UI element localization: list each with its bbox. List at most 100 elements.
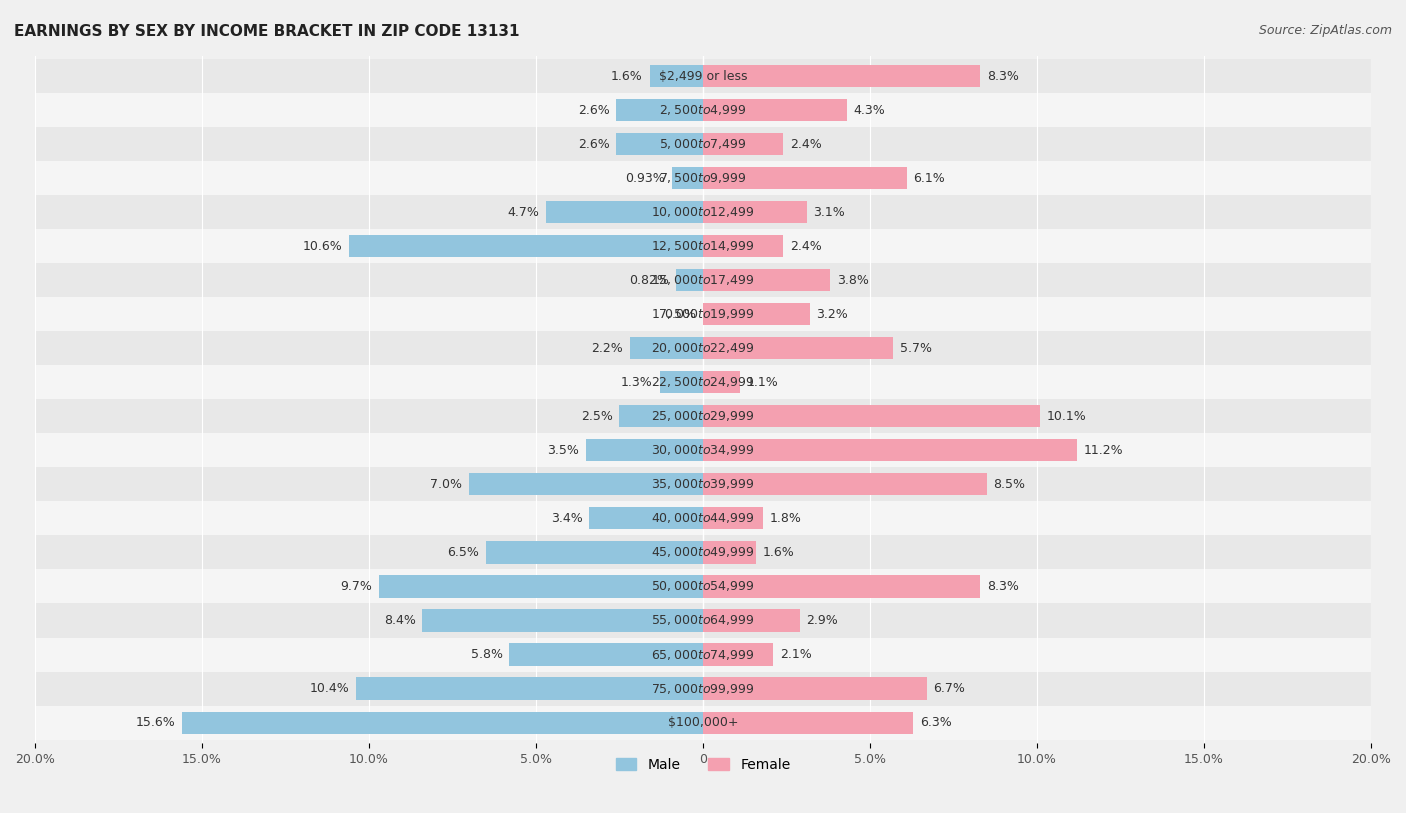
Bar — [703, 303, 810, 325]
Bar — [181, 711, 703, 733]
Bar — [486, 541, 703, 563]
Text: 0.82%: 0.82% — [628, 274, 669, 287]
Text: Source: ZipAtlas.com: Source: ZipAtlas.com — [1258, 24, 1392, 37]
Bar — [703, 372, 740, 393]
Bar — [509, 643, 703, 666]
Text: 5.8%: 5.8% — [471, 648, 502, 661]
Text: $100,000+: $100,000+ — [668, 716, 738, 729]
Bar — [35, 195, 1371, 229]
Text: 10.4%: 10.4% — [309, 682, 349, 695]
Text: $7,500 to $9,999: $7,500 to $9,999 — [659, 172, 747, 185]
Text: $15,000 to $17,499: $15,000 to $17,499 — [651, 273, 755, 287]
Text: 1.6%: 1.6% — [612, 70, 643, 83]
Text: 2.6%: 2.6% — [578, 137, 609, 150]
Text: 8.3%: 8.3% — [987, 580, 1019, 593]
Bar — [35, 433, 1371, 467]
Text: 1.6%: 1.6% — [763, 546, 794, 559]
Text: $50,000 to $54,999: $50,000 to $54,999 — [651, 580, 755, 593]
Bar — [616, 99, 703, 121]
Text: 3.8%: 3.8% — [837, 274, 869, 287]
Bar — [35, 706, 1371, 740]
Text: 3.5%: 3.5% — [547, 444, 579, 457]
Bar — [659, 372, 703, 393]
Text: 3.2%: 3.2% — [817, 308, 848, 321]
Bar — [35, 263, 1371, 298]
Bar — [676, 269, 703, 291]
Bar — [703, 269, 830, 291]
Legend: Male, Female: Male, Female — [610, 752, 796, 777]
Text: 10.1%: 10.1% — [1047, 410, 1087, 423]
Bar — [470, 473, 703, 495]
Bar — [35, 229, 1371, 263]
Text: 4.7%: 4.7% — [508, 206, 540, 219]
Bar — [35, 331, 1371, 365]
Text: $10,000 to $12,499: $10,000 to $12,499 — [651, 205, 755, 220]
Text: $22,500 to $24,999: $22,500 to $24,999 — [651, 376, 755, 389]
Bar — [703, 167, 907, 189]
Text: 2.2%: 2.2% — [591, 341, 623, 354]
Bar — [703, 473, 987, 495]
Text: 1.1%: 1.1% — [747, 376, 778, 389]
Text: 15.6%: 15.6% — [135, 716, 176, 729]
Bar — [422, 610, 703, 632]
Bar — [35, 569, 1371, 603]
Text: 7.0%: 7.0% — [430, 478, 463, 491]
Text: $40,000 to $44,999: $40,000 to $44,999 — [651, 511, 755, 525]
Text: 4.3%: 4.3% — [853, 103, 884, 116]
Bar — [703, 677, 927, 700]
Bar — [35, 365, 1371, 399]
Bar — [35, 603, 1371, 637]
Bar — [703, 576, 980, 598]
Text: 8.3%: 8.3% — [987, 70, 1019, 83]
Bar — [672, 167, 703, 189]
Bar — [630, 337, 703, 359]
Bar — [703, 610, 800, 632]
Bar — [703, 337, 893, 359]
Text: 2.4%: 2.4% — [790, 240, 821, 253]
Bar — [380, 576, 703, 598]
Text: EARNINGS BY SEX BY INCOME BRACKET IN ZIP CODE 13131: EARNINGS BY SEX BY INCOME BRACKET IN ZIP… — [14, 24, 520, 39]
Bar — [356, 677, 703, 700]
Bar — [620, 405, 703, 428]
Text: $75,000 to $99,999: $75,000 to $99,999 — [651, 681, 755, 696]
Bar — [650, 65, 703, 87]
Bar — [703, 405, 1040, 428]
Bar — [35, 637, 1371, 672]
Text: 8.4%: 8.4% — [384, 614, 416, 627]
Bar — [703, 133, 783, 155]
Text: 2.1%: 2.1% — [780, 648, 811, 661]
Bar — [703, 201, 807, 224]
Text: $2,500 to $4,999: $2,500 to $4,999 — [659, 103, 747, 117]
Text: $35,000 to $39,999: $35,000 to $39,999 — [651, 477, 755, 491]
Bar — [703, 65, 980, 87]
Text: $20,000 to $22,499: $20,000 to $22,499 — [651, 341, 755, 355]
Text: $17,500 to $19,999: $17,500 to $19,999 — [651, 307, 755, 321]
Bar — [35, 298, 1371, 331]
Bar — [586, 439, 703, 462]
Bar — [35, 536, 1371, 569]
Text: 6.1%: 6.1% — [914, 172, 945, 185]
Text: 2.4%: 2.4% — [790, 137, 821, 150]
Bar — [35, 93, 1371, 127]
Bar — [349, 235, 703, 257]
Text: 11.2%: 11.2% — [1084, 444, 1123, 457]
Text: 2.9%: 2.9% — [807, 614, 838, 627]
Text: $12,500 to $14,999: $12,500 to $14,999 — [651, 239, 755, 253]
Text: 6.3%: 6.3% — [920, 716, 952, 729]
Bar — [35, 467, 1371, 502]
Bar — [35, 672, 1371, 706]
Bar — [703, 541, 756, 563]
Text: $2,499 or less: $2,499 or less — [659, 70, 747, 83]
Bar — [35, 502, 1371, 536]
Bar — [35, 127, 1371, 161]
Bar — [703, 439, 1077, 462]
Text: 9.7%: 9.7% — [340, 580, 373, 593]
Text: $45,000 to $49,999: $45,000 to $49,999 — [651, 546, 755, 559]
Text: 0.0%: 0.0% — [664, 308, 696, 321]
Bar — [703, 507, 763, 529]
Bar — [546, 201, 703, 224]
Text: $30,000 to $34,999: $30,000 to $34,999 — [651, 443, 755, 458]
Text: 10.6%: 10.6% — [302, 240, 342, 253]
Text: $25,000 to $29,999: $25,000 to $29,999 — [651, 409, 755, 424]
Text: 2.6%: 2.6% — [578, 103, 609, 116]
